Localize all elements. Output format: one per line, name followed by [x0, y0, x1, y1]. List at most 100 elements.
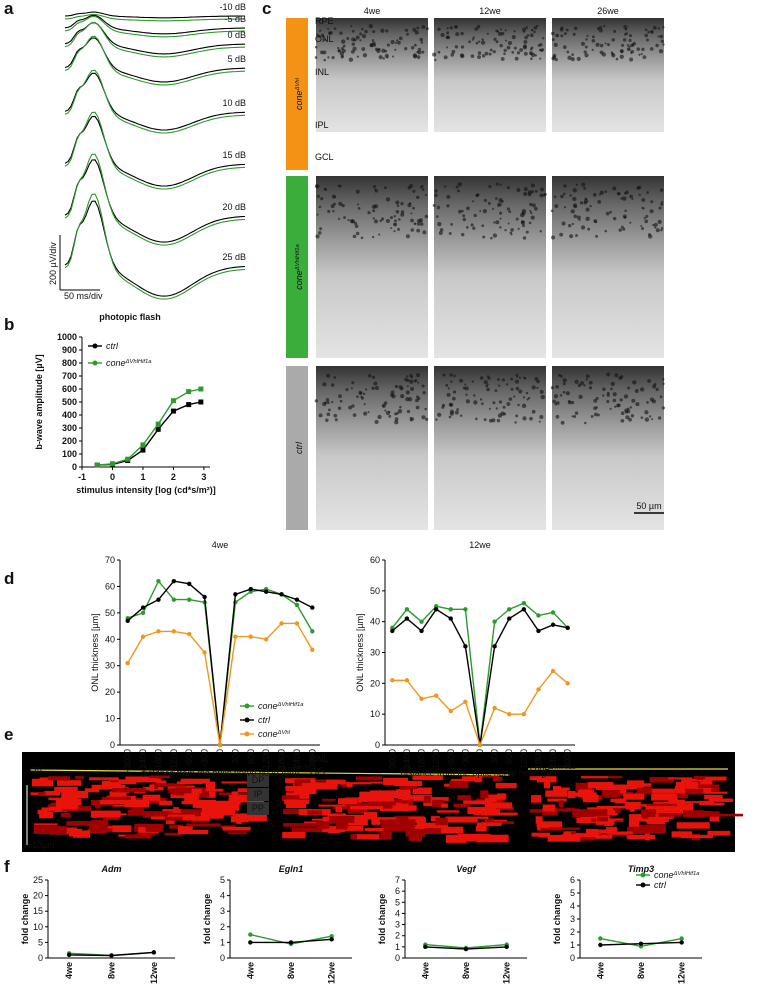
nucleus — [483, 198, 487, 203]
nucleus — [642, 55, 647, 60]
x-tick-label: -3000 — [387, 749, 397, 772]
nucleus — [612, 216, 617, 221]
vessel — [676, 822, 710, 829]
row-label-main: cone — [294, 270, 304, 290]
nucleus — [343, 216, 346, 219]
nucleus — [497, 378, 500, 381]
legend-entry-main: cone — [106, 358, 126, 368]
vessel — [457, 833, 490, 842]
legend-entry-sup: ΔVhlHif1a — [125, 359, 153, 365]
legend-entry: ctrl — [106, 341, 119, 351]
nucleus — [631, 197, 634, 200]
x-tick-label: 1800 — [533, 749, 543, 769]
nucleus — [322, 382, 327, 387]
nucleus — [395, 210, 400, 214]
legend-entry: coneΔVhlHif1a — [258, 701, 304, 711]
nucleus — [443, 185, 447, 188]
data-point — [536, 687, 541, 692]
nucleus — [497, 204, 500, 207]
vessel — [674, 785, 684, 792]
y-tick-label: 10 — [105, 714, 115, 724]
vessel — [582, 794, 599, 803]
vessel — [91, 784, 126, 790]
nucleus — [523, 191, 528, 197]
vessel — [228, 798, 237, 802]
nucleus — [511, 35, 516, 40]
data-point — [310, 605, 315, 610]
nucleus — [400, 212, 405, 217]
nucleus — [460, 232, 465, 237]
nucleus — [494, 389, 498, 393]
nucleus — [372, 185, 377, 189]
nucleus — [565, 28, 569, 32]
nucleus — [650, 200, 654, 204]
nucleus — [492, 50, 496, 54]
nucleus — [631, 398, 636, 403]
layer-label: ONL — [315, 34, 334, 44]
data-point — [448, 708, 453, 714]
nucleus — [325, 398, 330, 402]
data-point — [109, 461, 115, 467]
nucleus — [533, 25, 538, 30]
data-point — [329, 937, 334, 942]
data-point — [198, 399, 204, 405]
row-label-main: ctrl — [294, 441, 304, 454]
vessel — [221, 781, 247, 784]
data-point — [233, 634, 238, 639]
y-tick-label: 3 — [220, 906, 225, 916]
nucleus — [610, 381, 615, 387]
nucleus — [351, 381, 355, 385]
vessel — [395, 789, 411, 796]
nucleus — [442, 373, 446, 377]
vessel — [620, 788, 627, 794]
nucleus — [606, 393, 610, 397]
nucleus — [551, 38, 555, 42]
vessel — [440, 826, 464, 834]
vessel — [676, 792, 688, 799]
vessel — [169, 824, 184, 829]
plexus-box — [247, 774, 269, 787]
vessel — [704, 794, 723, 800]
nucleus — [636, 47, 641, 51]
data-point — [294, 597, 300, 602]
data-point — [151, 950, 157, 955]
nucleus — [456, 408, 460, 411]
vessel — [681, 834, 714, 839]
vessel — [675, 781, 698, 790]
nucleus — [348, 57, 354, 62]
y-tick-label: 200 — [62, 436, 77, 446]
vessel — [536, 821, 563, 828]
nucleus — [516, 188, 521, 192]
y-axis-label: fold change — [377, 894, 387, 945]
nucleus — [567, 55, 572, 61]
nucleus — [644, 219, 649, 224]
nucleus — [588, 386, 593, 390]
erg-trace — [64, 115, 246, 187]
nucleus — [424, 214, 429, 219]
nucleus — [385, 219, 390, 224]
nucleus — [350, 25, 353, 28]
vessel — [166, 818, 175, 825]
nucleus — [595, 234, 598, 238]
vessel — [399, 785, 417, 790]
nucleus — [372, 209, 376, 213]
legend-entry-sup: ΔVhl — [277, 730, 291, 736]
nucleus — [536, 379, 540, 384]
data-point — [156, 578, 161, 584]
vessel — [33, 823, 58, 826]
nucleus — [400, 394, 405, 399]
nucleus — [652, 384, 657, 389]
y-tick-label: 100 — [62, 449, 77, 459]
nucleus — [437, 27, 441, 31]
vessel — [597, 817, 609, 822]
y-tick-label: 500 — [62, 397, 77, 407]
nucleus — [413, 379, 417, 383]
nucleus — [589, 204, 592, 208]
nucleus — [356, 55, 360, 58]
vessel — [125, 776, 157, 783]
nucleus — [615, 57, 619, 61]
y-tick-label: 3 — [395, 920, 400, 930]
layer-label: INL — [315, 67, 329, 77]
nucleus — [424, 194, 427, 197]
vessel — [646, 805, 652, 810]
